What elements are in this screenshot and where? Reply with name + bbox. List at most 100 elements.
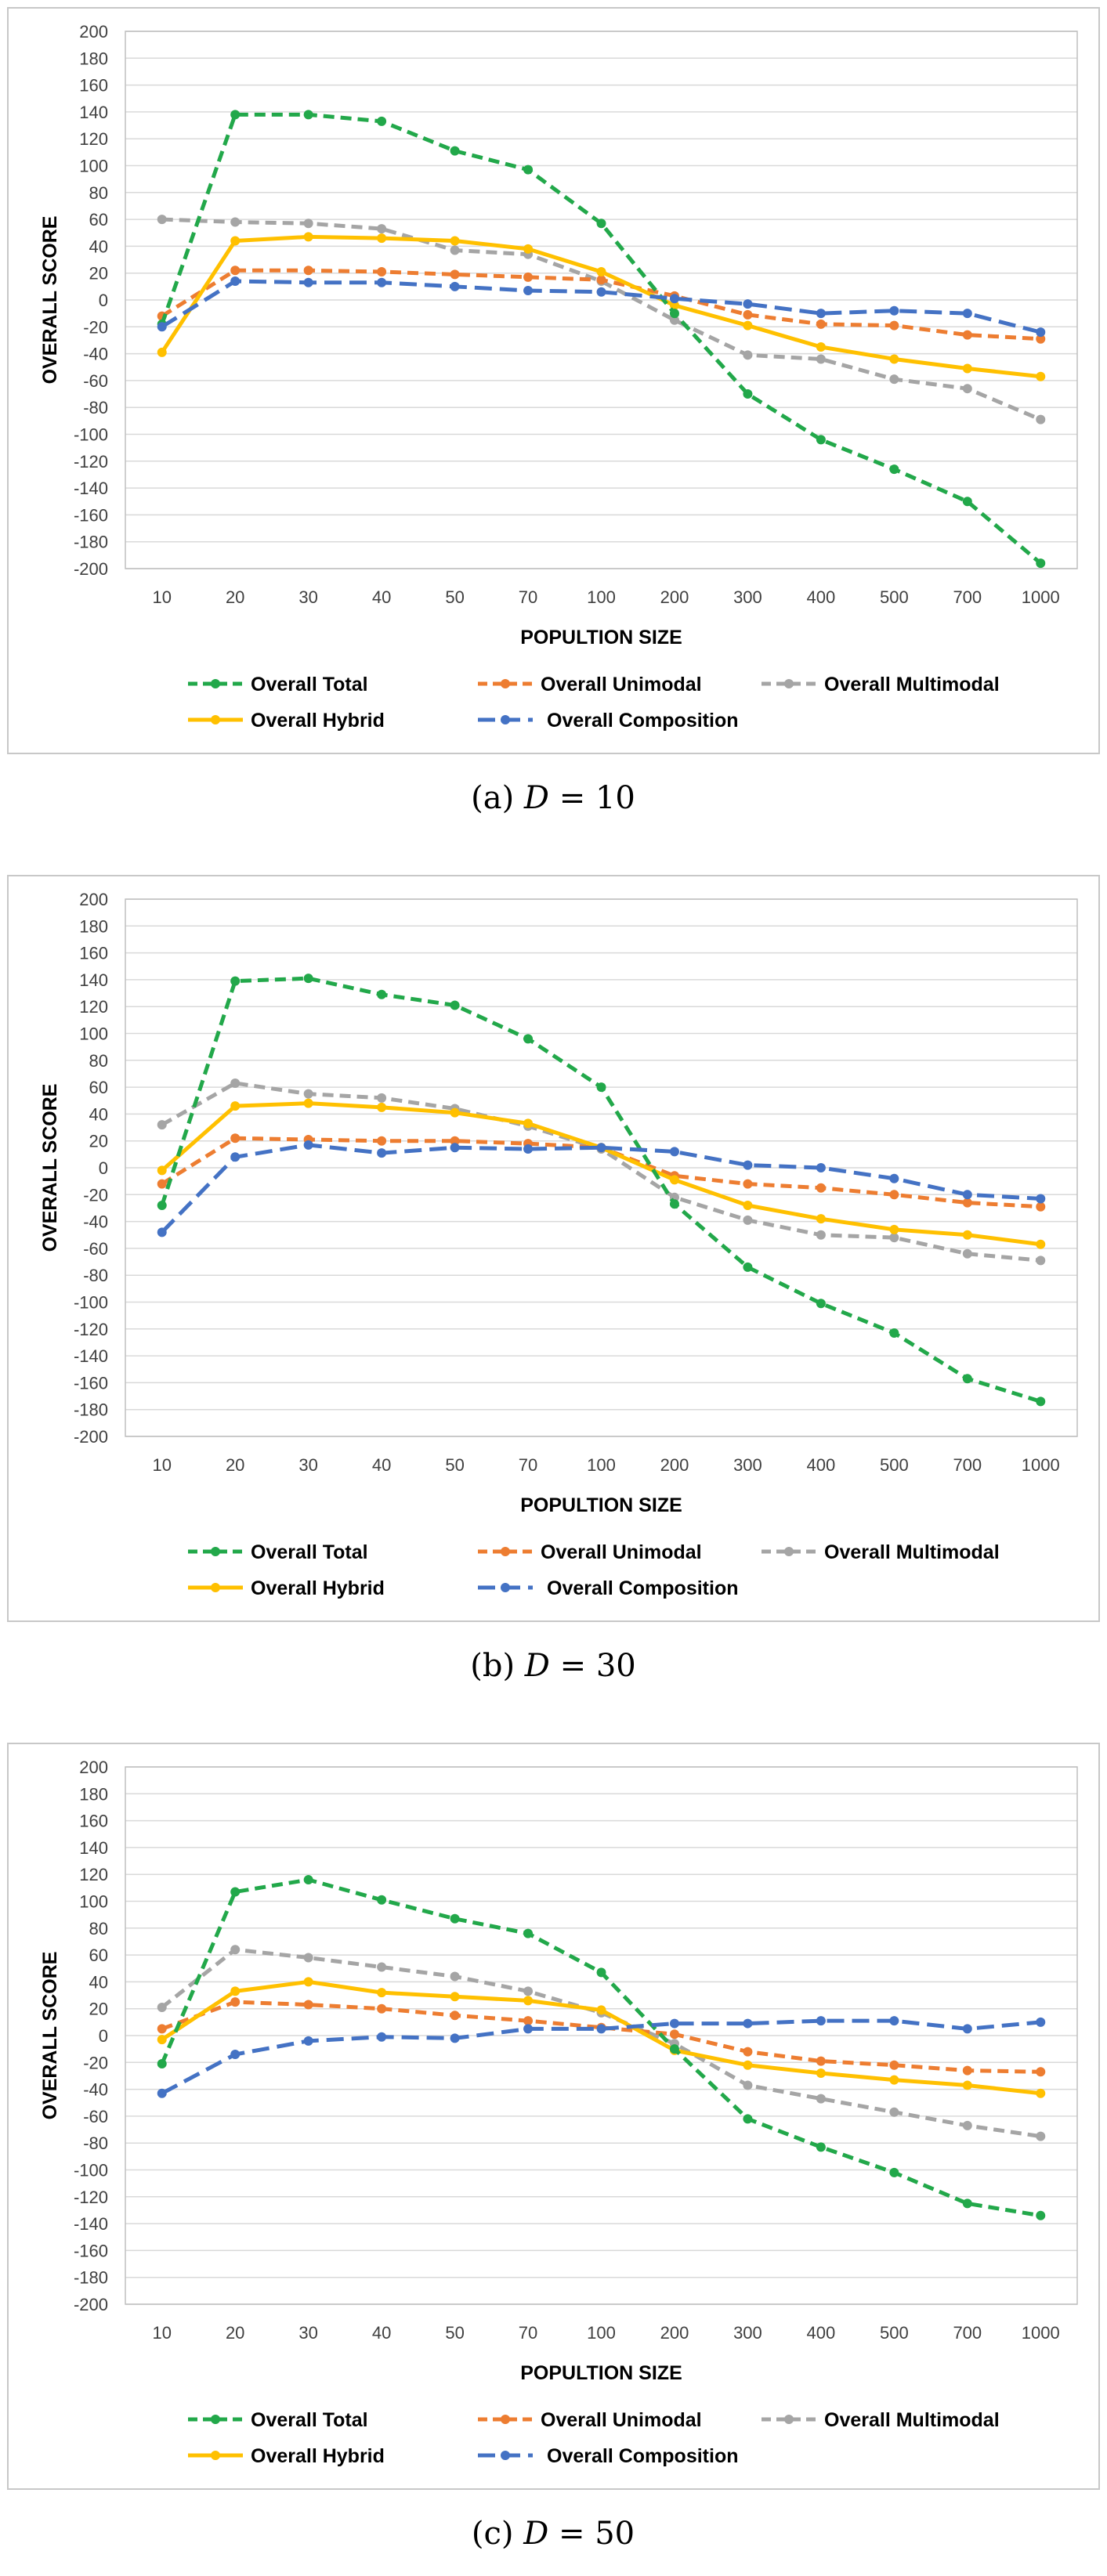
data-point-hybrid [962,1230,972,1240]
data-point-total [157,1201,167,1211]
data-point-total [230,1887,241,1897]
data-point-hybrid [157,347,167,357]
x-tick-label: 1000 [1022,587,1060,607]
data-point-hybrid [523,244,534,254]
data-point-composition [962,309,972,319]
y-tick-label: 140 [79,1838,108,1858]
legend-marker-multimodal [784,1547,794,1556]
y-tick-label: 80 [89,1919,108,1938]
data-point-multimodal [523,1986,534,1996]
data-point-hybrid [743,320,753,331]
y-tick-label: -140 [74,1346,108,1366]
data-point-composition [889,1173,899,1183]
legend-marker-unimodal [501,679,510,688]
y-tick-label: -20 [83,2053,108,2072]
data-point-multimodal [889,1233,899,1243]
x-tick-label: 500 [880,1455,909,1475]
data-point-unimodal [523,272,534,282]
data-point-total [523,1928,534,1938]
x-tick-label: 20 [226,587,244,607]
data-point-composition [743,299,753,309]
data-point-total [669,309,679,319]
data-point-composition [669,294,679,304]
data-point-hybrid [303,1098,313,1108]
y-tick-label: -200 [74,2295,108,2314]
y-tick-label: 0 [99,2026,108,2046]
data-point-unimodal [669,2029,679,2039]
x-tick-label: 200 [660,1455,689,1475]
data-point-total [1036,558,1046,569]
panel-caption: (b) D = 30 [470,1648,635,1684]
data-point-total [889,2167,899,2177]
legend-label-composition: Overall Composition [547,710,738,732]
data-point-composition [303,1140,313,1150]
x-tick-label: 400 [807,2323,836,2343]
data-point-unimodal [743,2047,753,2057]
data-point-total [377,989,387,999]
data-point-composition [669,1147,679,1157]
y-tick-label: 120 [79,129,108,149]
legend-marker-total [211,679,220,688]
data-point-unimodal [962,2065,972,2076]
data-point-composition [157,1227,167,1237]
data-point-unimodal [743,1179,753,1189]
x-axis-title: POPULTION SIZE [520,627,682,649]
y-tick-label: -60 [83,2107,108,2126]
data-point-hybrid [230,1101,241,1111]
data-point-total [669,1199,679,1209]
y-tick-label: -100 [74,425,108,445]
x-tick-label: 10 [152,2323,171,2343]
y-axis-title: OVERALL SCORE [39,216,61,385]
legend-label-multimodal: Overall Multimodal [824,1541,1000,1563]
caption-letter: (a) [471,780,524,816]
data-point-composition [962,2024,972,2034]
data-point-composition [596,2024,606,2034]
y-tick-label: 40 [89,1972,108,1992]
legend-marker-hybrid [211,2451,220,2460]
caption-equation: = 30 [550,1648,636,1684]
data-point-unimodal [230,1997,241,2007]
data-point-unimodal [889,320,899,331]
y-tick-label: 20 [89,264,108,284]
data-point-unimodal [450,2011,460,2021]
data-point-hybrid [816,1214,826,1224]
data-point-unimodal [962,330,972,340]
y-tick-label: -80 [83,1266,108,1285]
data-point-unimodal [889,2060,899,2070]
data-point-unimodal [816,1183,826,1193]
caption-letter: (b) [470,1648,525,1684]
y-tick-label: 60 [89,1078,108,1097]
y-tick-label: -160 [74,505,108,525]
y-tick-label: 100 [79,157,108,176]
data-point-multimodal [450,1971,460,1982]
y-tick-label: -160 [74,1373,108,1393]
data-point-composition [1036,1194,1046,1204]
data-point-composition [523,285,534,295]
x-tick-label: 10 [152,587,171,607]
data-point-hybrid [450,1107,460,1118]
data-point-unimodal [816,319,826,329]
x-tick-label: 700 [953,1455,982,1475]
data-point-hybrid [450,236,460,246]
y-axis-title: OVERALL SCORE [39,1084,61,1252]
y-tick-label: 80 [89,183,108,203]
y-tick-label: 20 [89,2000,108,2019]
data-point-composition [450,281,460,291]
data-point-multimodal [743,2080,753,2090]
data-point-multimodal [743,350,753,360]
data-point-total [230,110,241,120]
data-point-composition [962,1190,972,1200]
y-tick-label: 20 [89,1132,108,1151]
legend-marker-multimodal [784,679,794,688]
data-point-multimodal [230,1078,241,1088]
data-point-unimodal [377,266,387,276]
data-point-unimodal [889,1190,899,1200]
y-tick-label: 0 [99,291,108,310]
data-point-composition [230,276,241,286]
data-point-total [523,1034,534,1044]
y-tick-label: 180 [79,1784,108,1804]
y-tick-label: 200 [79,22,108,42]
x-tick-label: 500 [880,2323,909,2343]
x-axis-title: POPULTION SIZE [520,2362,682,2384]
data-point-total [596,1967,606,1978]
